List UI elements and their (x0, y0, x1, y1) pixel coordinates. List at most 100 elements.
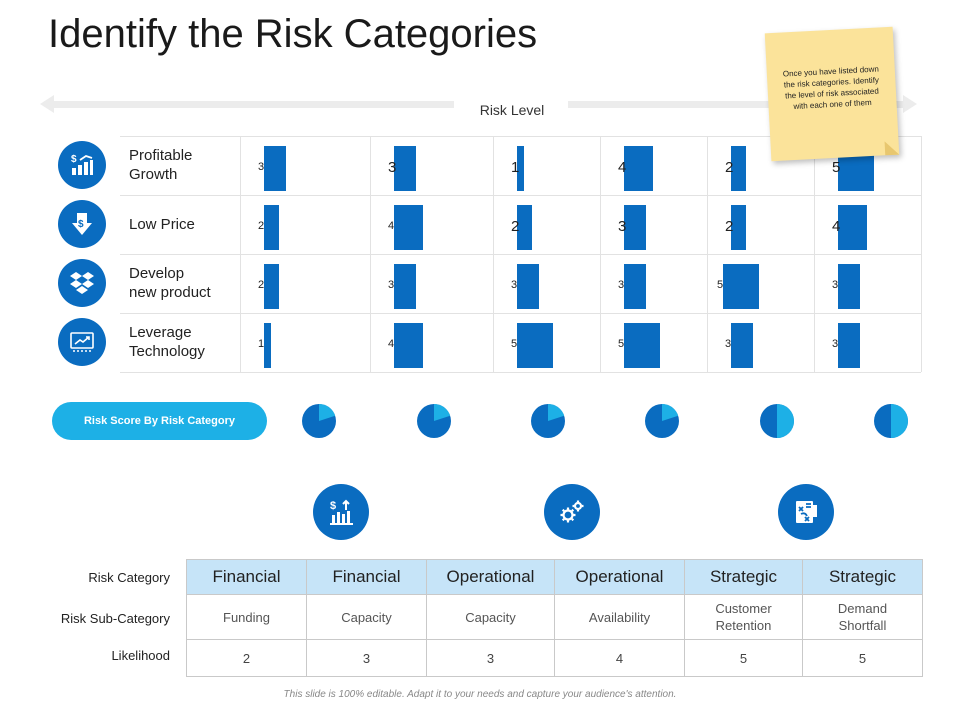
growth-chart-icon: $ (58, 141, 106, 189)
grid-vline (707, 136, 708, 372)
grid-hline (120, 372, 921, 373)
risk-level-bar (264, 146, 286, 191)
risk-score-pie (645, 404, 679, 438)
sub-category-cell: Availability (554, 594, 685, 640)
risk-level-value: 3 (511, 279, 518, 291)
risk-level-value: 1 (511, 159, 520, 176)
sub-category-cell: Capacity (426, 594, 555, 640)
risk-score-button[interactable]: Risk Score By Risk Category (52, 402, 267, 440)
dollar-bar-chart-icon: $ (313, 484, 369, 540)
sticky-note-text: Once you have listed down the risk categ… (782, 64, 880, 112)
likelihood-label: Likelihood (111, 648, 170, 663)
pie-slice (434, 404, 451, 421)
page-title: Identify the Risk Categories (48, 12, 538, 56)
sub-category-row: Funding Capacity Capacity Availability C… (186, 594, 923, 640)
risk-level-value: 2 (258, 220, 265, 232)
sticky-note: Once you have listed down the risk categ… (764, 26, 900, 162)
risk-level-value: 4 (388, 220, 395, 232)
risk-level-bar (517, 146, 524, 191)
risk-level-value: 3 (388, 279, 395, 291)
risk-level-value: 1 (258, 338, 265, 350)
risk-level-value: 4 (832, 218, 841, 235)
likelihood-cell: 5 (684, 639, 803, 677)
risk-level-bar (517, 264, 539, 309)
arrow-left-head (40, 95, 54, 113)
sub-category-cell: Customer Retention (684, 594, 803, 640)
grid-hline (120, 254, 921, 255)
risk-level-value: 2 (725, 218, 734, 235)
risk-level-value: 3 (832, 279, 839, 291)
category-cell: Operational (554, 559, 685, 595)
risk-level-value: 3 (388, 159, 397, 176)
grid-hline (120, 313, 921, 314)
likelihood-row: 2 3 3 4 5 5 (186, 639, 923, 677)
pie-slice (662, 404, 679, 421)
risk-level-bar (624, 264, 646, 309)
strategy-board-icon (778, 484, 834, 540)
likelihood-cell: 4 (554, 639, 685, 677)
grid-vline (600, 136, 601, 372)
risk-level-arrow-right (568, 101, 906, 108)
risk-level-bar (624, 205, 646, 250)
arrow-right-head (903, 95, 917, 113)
grid-hline (120, 136, 921, 137)
risk-level-bar (838, 323, 860, 368)
risk-level-bar (838, 264, 860, 309)
risk-level-value: 5 (717, 279, 724, 291)
risk-score-pie (302, 404, 336, 438)
risk-level-value: 4 (618, 159, 627, 176)
svg-text:$: $ (78, 219, 84, 230)
grid-vline (493, 136, 494, 372)
sticky-note-fold (884, 140, 900, 156)
risk-level-bar (731, 205, 746, 250)
sub-category-cell: Capacity (306, 594, 427, 640)
grid-vline (814, 136, 815, 372)
svg-text:$: $ (71, 154, 77, 165)
likelihood-cell: 3 (306, 639, 427, 677)
risk-level-bar (624, 146, 653, 191)
risk-level-label: Risk Level (479, 102, 545, 118)
risk-level-value: 3 (832, 338, 839, 350)
risk-score-pie (417, 404, 451, 438)
grid-vline (921, 136, 922, 372)
pie-slice (548, 404, 565, 421)
risk-row-label: Profitable Growth (129, 147, 193, 183)
risk-level-value: 2 (258, 279, 265, 291)
footer-note: This slide is 100% editable. Adapt it to… (283, 689, 677, 700)
category-cell: Financial (186, 559, 307, 595)
risk-row-label: Develop new product (129, 265, 211, 301)
likelihood-cell: 2 (186, 639, 307, 677)
risk-score-pie (874, 404, 908, 438)
grid-hline (120, 195, 921, 196)
risk-level-bar (731, 146, 746, 191)
risk-level-value: 4 (388, 338, 395, 350)
pie-slice (319, 404, 336, 421)
svg-text:$: $ (330, 500, 336, 512)
risk-level-bar (624, 323, 660, 368)
likelihood-cell: 5 (802, 639, 923, 677)
grid-vline (370, 136, 371, 372)
risk-level-bar (394, 323, 423, 368)
category-cell: Strategic (684, 559, 803, 595)
sub-category-cell: Funding (186, 594, 307, 640)
risk-score-pie (531, 404, 565, 438)
category-cell: Operational (426, 559, 555, 595)
risk-level-bar (394, 205, 423, 250)
risk-score-pie (760, 404, 794, 438)
risk-level-value: 3 (725, 338, 732, 350)
risk-row-label: Low Price (129, 216, 195, 233)
risk-level-value: 5 (832, 159, 841, 176)
gears-icon (544, 484, 600, 540)
risk-level-value: 5 (511, 338, 518, 350)
risk-level-bar (264, 264, 279, 309)
risk-sub-category-label: Risk Sub-Category (60, 611, 170, 626)
category-cell: Strategic (802, 559, 923, 595)
risk-level-value: 3 (618, 279, 625, 291)
risk-level-bar (517, 323, 553, 368)
risk-level-bar (264, 323, 271, 368)
tech-monitor-icon (58, 318, 106, 366)
risk-category-label: Risk Category (88, 570, 170, 585)
risk-level-bar (394, 146, 416, 191)
risk-level-bar (517, 205, 532, 250)
risk-level-value: 2 (725, 159, 734, 176)
